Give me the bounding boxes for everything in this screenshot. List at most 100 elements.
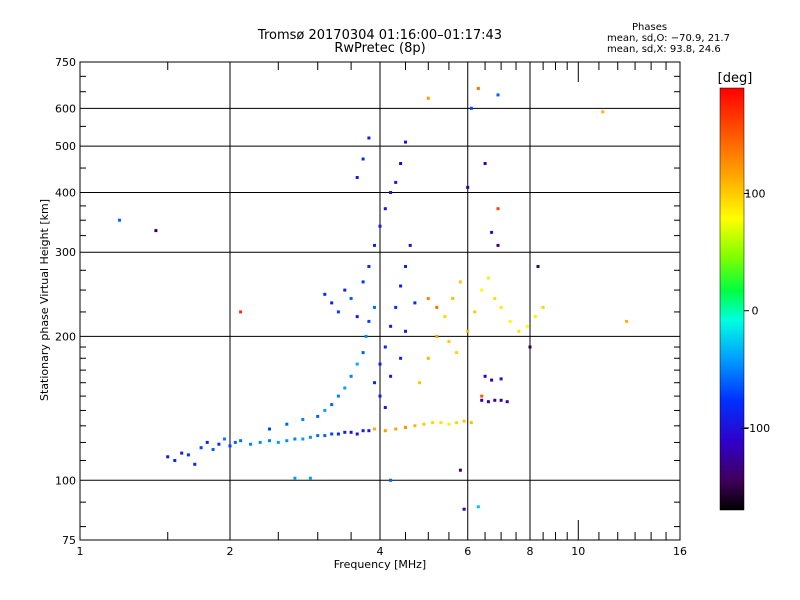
data-point	[308, 435, 312, 439]
data-point	[383, 406, 387, 409]
data-point	[276, 440, 280, 444]
data-point	[349, 374, 353, 378]
data-point	[205, 440, 209, 444]
data-point	[166, 455, 170, 459]
data-point	[323, 292, 327, 296]
data-point	[336, 394, 340, 398]
data-point	[249, 442, 253, 446]
x-tick-label: 8	[527, 545, 534, 558]
data-point	[373, 381, 376, 385]
data-point	[499, 305, 503, 309]
phase-info-title: Phases	[632, 22, 668, 33]
data-point	[268, 439, 271, 443]
data-point	[330, 403, 334, 407]
y-tick-labels: 75 100 200 300 400 500 600 750	[55, 56, 76, 547]
data-point	[316, 414, 320, 418]
data-point	[355, 315, 359, 319]
data-point	[483, 162, 487, 165]
data-point	[499, 377, 503, 381]
data-point	[199, 446, 203, 450]
data-point	[389, 374, 393, 378]
data-point	[496, 93, 500, 97]
data-point	[367, 319, 371, 323]
data-point	[118, 218, 121, 222]
y-tick-label: 200	[55, 330, 76, 343]
x-tick-label: 1	[77, 545, 84, 558]
colorbar-label: [deg]	[718, 71, 753, 86]
data-point	[399, 356, 403, 360]
data-point	[336, 432, 340, 436]
data-point	[499, 398, 503, 402]
data-point	[517, 329, 521, 333]
data-point	[435, 305, 439, 309]
data-point	[473, 310, 477, 314]
data-point	[505, 400, 509, 404]
data-point	[228, 444, 232, 448]
data-point	[389, 478, 393, 482]
data-point	[349, 430, 353, 434]
data-point	[223, 437, 226, 441]
data-points	[118, 87, 629, 511]
data-point	[601, 110, 605, 114]
data-point	[413, 424, 417, 428]
colorbar-tick-label: 100	[745, 188, 766, 201]
data-point	[541, 305, 545, 309]
y-tick-label: 500	[55, 140, 76, 153]
data-point	[378, 362, 382, 366]
x-tick-label: 6	[464, 545, 471, 558]
data-point	[211, 448, 215, 451]
data-point	[378, 224, 382, 228]
data-point	[389, 191, 393, 194]
data-point	[361, 351, 365, 355]
data-point	[536, 265, 540, 268]
data-point	[301, 437, 305, 441]
data-point	[367, 429, 371, 433]
data-point	[486, 400, 490, 404]
y-tick-label: 300	[55, 246, 76, 259]
data-point	[293, 437, 297, 441]
data-point	[528, 345, 532, 349]
data-point	[493, 297, 497, 300]
data-point	[293, 476, 297, 480]
data-point	[480, 394, 484, 398]
data-point	[316, 434, 320, 438]
data-point	[268, 427, 271, 431]
data-point	[180, 451, 184, 455]
colorbar	[719, 87, 745, 511]
data-point	[625, 319, 629, 323]
data-point	[399, 162, 403, 165]
chart-subtitle: RwPretec (8p)	[334, 41, 426, 56]
data-point	[404, 265, 407, 268]
y-tick-label: 400	[55, 186, 76, 199]
data-point	[285, 422, 289, 426]
data-point	[408, 243, 412, 247]
data-point	[476, 505, 480, 509]
data-point	[361, 429, 365, 433]
data-point	[308, 476, 312, 480]
data-point	[439, 421, 443, 425]
data-point	[394, 427, 398, 431]
data-point	[483, 374, 487, 378]
data-point	[455, 421, 459, 425]
data-point	[343, 288, 347, 292]
data-point	[490, 378, 494, 382]
data-point	[458, 468, 462, 472]
data-point	[233, 440, 237, 444]
y-tick-label: 100	[55, 474, 76, 487]
data-point	[431, 421, 435, 425]
data-point	[493, 398, 497, 402]
data-point	[186, 453, 190, 457]
data-point	[455, 351, 459, 355]
data-point	[323, 408, 327, 412]
colorbar-tick-label: −100	[740, 422, 770, 435]
data-point	[404, 425, 407, 429]
data-point	[469, 421, 473, 425]
colorbar-tick-label: 0	[752, 305, 759, 318]
x-tick-label: 10	[571, 545, 585, 558]
data-point	[239, 310, 243, 314]
data-point	[435, 334, 439, 338]
data-point	[193, 462, 197, 466]
data-point	[443, 315, 447, 319]
data-point	[533, 315, 537, 319]
